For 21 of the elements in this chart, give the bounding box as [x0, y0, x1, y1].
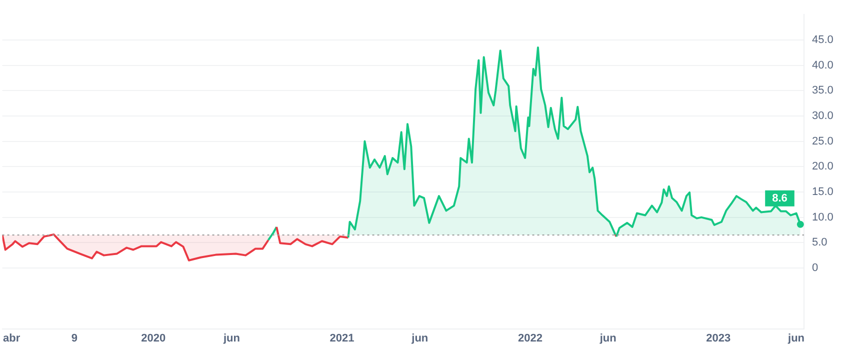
x-tick-label: jun — [222, 332, 240, 344]
y-tick-label: 5.0 — [812, 236, 828, 249]
x-tick-label: abr — [2, 332, 21, 344]
annotation: 8.6 — [772, 192, 788, 204]
y-tick-label: 20.0 — [812, 160, 834, 173]
y-tick-label: 45.0 — [812, 34, 834, 46]
y-tick-label: 40.0 — [812, 59, 834, 72]
y-tick-label: 35.0 — [812, 84, 834, 97]
x-tick-label: 2020 — [141, 332, 166, 344]
x-tick-label: jun — [598, 332, 617, 344]
x-tick-label: 2023 — [706, 332, 731, 344]
y-tick-label: 10.0 — [812, 211, 834, 224]
y-tick-label: 15.0 — [812, 186, 834, 198]
y-tick-label: 30.0 — [812, 110, 834, 122]
x-tick-label: jun — [787, 332, 805, 344]
x-tick-label: 2021 — [330, 332, 354, 344]
x-tick-label: 9 — [71, 332, 78, 344]
y-tick-label: 25.0 — [812, 135, 834, 148]
x-tick-label: jun — [410, 332, 428, 344]
x-tick-label: 2022 — [518, 332, 542, 344]
y-tick-label: 0 — [812, 262, 818, 274]
